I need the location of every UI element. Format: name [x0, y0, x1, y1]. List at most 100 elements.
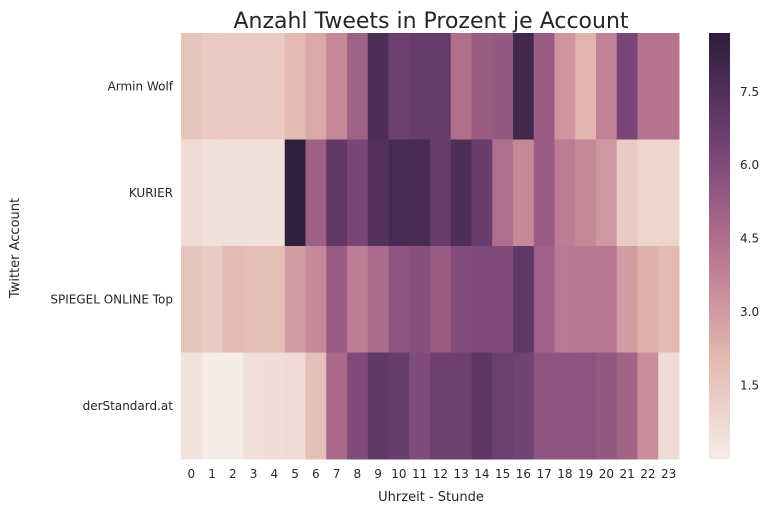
heatmap-cell: [243, 352, 265, 460]
colorbar-tick-label: 6.0: [740, 158, 759, 172]
heatmap-cell: [367, 352, 389, 460]
x-tick-label: 13: [453, 467, 468, 481]
x-tick-label: 8: [354, 467, 362, 481]
x-tick-label: 9: [374, 467, 382, 481]
heatmap-cell: [388, 139, 410, 247]
heatmap-cell: [284, 33, 306, 140]
heatmap-cell: [222, 33, 244, 140]
heatmap-cell: [554, 33, 576, 140]
heatmap-cell: [471, 139, 493, 247]
heatmap-cell: [616, 352, 638, 460]
heatmap-cell: [264, 352, 286, 460]
heatmap-cell: [637, 33, 659, 140]
heatmap-cell: [409, 352, 431, 460]
heatmap-cell: [201, 352, 223, 460]
heatmap-cell: [305, 139, 327, 247]
colorbar: [709, 33, 730, 459]
heatmap-cell: [284, 139, 306, 247]
heatmap-cell: [513, 246, 535, 353]
x-tick-label: 1: [208, 467, 216, 481]
x-tick-label: 23: [661, 467, 676, 481]
heatmap-cell: [450, 139, 472, 247]
x-tick-label: 19: [578, 467, 593, 481]
heatmap-cell: [596, 246, 618, 353]
heatmap-cell: [326, 139, 348, 247]
heatmap-cell: [513, 139, 535, 247]
heatmap-cell: [492, 139, 514, 247]
x-tick-label: 14: [474, 467, 489, 481]
x-tick-label: 6: [312, 467, 320, 481]
heatmap-cell: [533, 246, 555, 353]
heatmap-cell: [264, 139, 286, 247]
colorbar-tick-label: 3.0: [740, 305, 759, 319]
heatmap-cell: [492, 33, 514, 140]
heatmap-cell: [201, 246, 223, 353]
x-tick-label: 4: [271, 467, 279, 481]
x-tick-label: 10: [391, 467, 406, 481]
heatmap-cell: [616, 246, 638, 353]
heatmap-cell: [222, 139, 244, 247]
x-tick-label: 3: [250, 467, 258, 481]
heatmap-cell: [658, 246, 680, 353]
colorbar-tick-label: 1.5: [740, 379, 759, 393]
chart-title: Anzahl Tweets in Prozent je Account: [233, 9, 628, 34]
heatmap-cell: [658, 33, 680, 140]
heatmap-cell: [388, 33, 410, 140]
x-tick-label: 12: [433, 467, 448, 481]
x-tick-label: 18: [557, 467, 572, 481]
heatmap-cell: [492, 352, 514, 460]
heatmap-cell: [222, 246, 244, 353]
heatmap-cell: [181, 246, 203, 353]
heatmap-cell: [367, 33, 389, 140]
heatmap-cell: [575, 139, 597, 247]
heatmap-cell: [596, 139, 618, 247]
heatmap-cell: [533, 33, 555, 140]
heatmap-cell: [305, 246, 327, 353]
y-tick-labels: Armin Wolf KURIER SPIEGEL ONLINE Top derSta…: [50, 79, 173, 413]
heatmap-cell: [264, 246, 286, 353]
heatmap-cell: [181, 139, 203, 247]
heatmap-cell: [471, 33, 493, 140]
heatmap-cell: [430, 139, 452, 247]
heatmap-cell: [326, 352, 348, 460]
x-tick-label: 5: [291, 467, 299, 481]
heatmap-cell: [554, 246, 576, 353]
heatmap-cell: [450, 352, 472, 460]
x-tick-label: 7: [333, 467, 341, 481]
heatmap-cell: [513, 33, 535, 140]
x-tick-label: 2: [229, 467, 237, 481]
heatmap-cell: [513, 352, 535, 460]
heatmap-cell: [596, 33, 618, 140]
heatmap-cell: [471, 352, 493, 460]
heatmap-cell: [616, 139, 638, 247]
x-tick-label: 22: [640, 467, 655, 481]
heatmap-cell: [430, 33, 452, 140]
heatmap-cell: [637, 139, 659, 247]
heatmap-cell: [554, 139, 576, 247]
heatmap-cell: [367, 246, 389, 353]
x-tick-label: 16: [516, 467, 531, 481]
heatmap-cell: [326, 246, 348, 353]
x-tick-label: 20: [599, 467, 614, 481]
heatmap-cell: [284, 352, 306, 460]
y-tick-label: derStandard.at: [83, 399, 174, 413]
heatmap-cell: [575, 246, 597, 353]
x-tick-label: 0: [188, 467, 196, 481]
heatmap-cell: [181, 352, 203, 460]
heatmap-cell: [409, 246, 431, 353]
heatmap-cell: [388, 352, 410, 460]
heatmap-cell: [305, 33, 327, 140]
heatmap-cell: [201, 33, 223, 140]
y-tick-label: KURIER: [129, 186, 173, 200]
heatmap-cell: [284, 246, 306, 353]
x-axis-label: Uhrzeit - Stunde: [378, 490, 484, 505]
heatmap-cell: [430, 352, 452, 460]
heatmap-cell: [367, 139, 389, 247]
x-tick-labels: 0 1 2 3 4 5 6 7 8 9 10 11 12 13 14 15 16 17 18 19 20 21 22 23: [188, 467, 677, 481]
x-tick-label: 21: [619, 467, 634, 481]
heatmap-cell: [409, 33, 431, 140]
heatmap-cell: [533, 139, 555, 247]
heatmap-cell: [658, 139, 680, 247]
y-axis-label: Twitter Account: [8, 198, 23, 299]
